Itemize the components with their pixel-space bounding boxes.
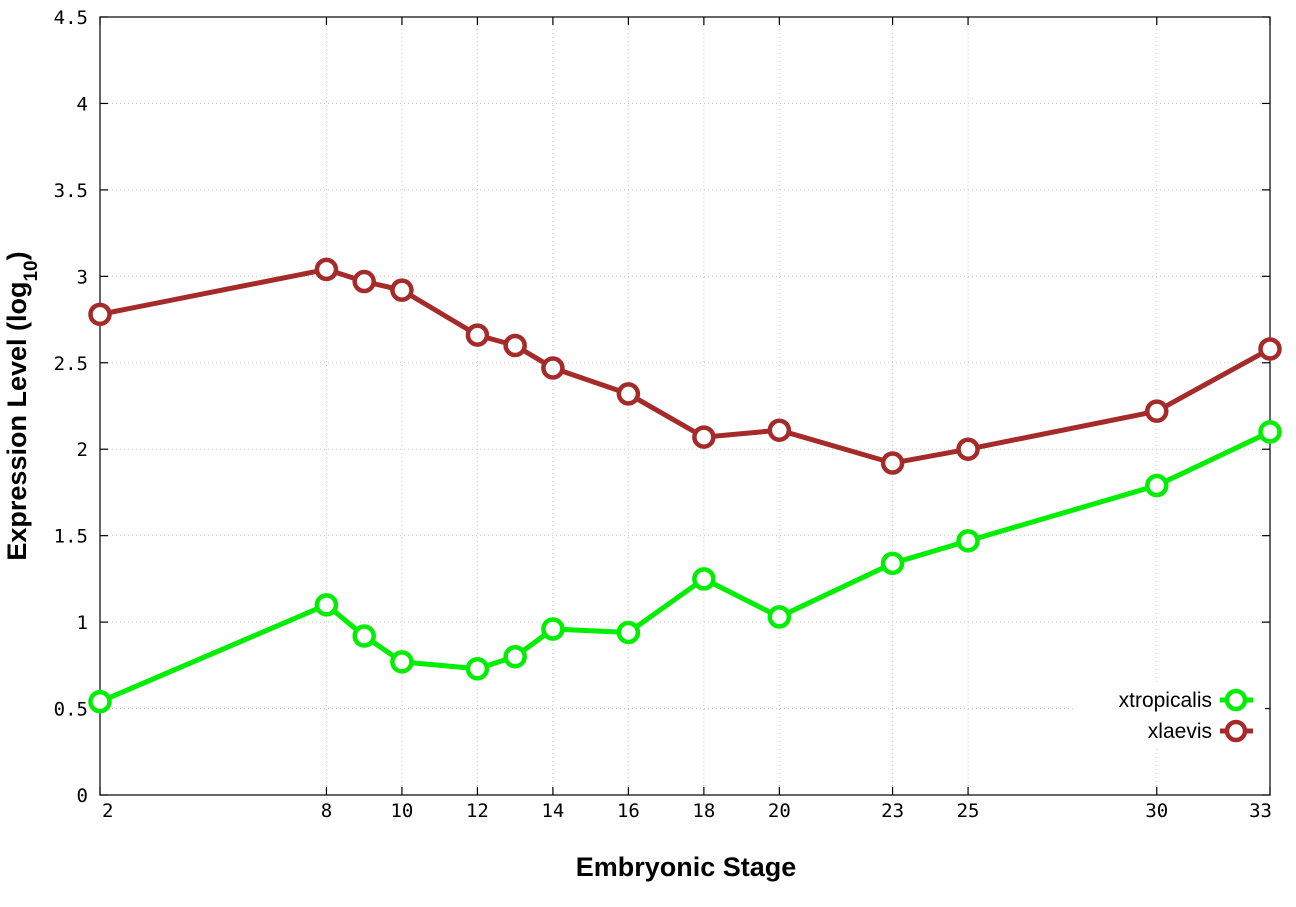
y-tick-label: 2 <box>77 439 88 461</box>
data-point-xlaevis <box>692 425 716 449</box>
y-axis-title-close: ) <box>2 251 32 260</box>
legend-entry-xlaevis: xlaevis <box>1148 719 1253 743</box>
y-tick-label: 3 <box>77 266 88 288</box>
x-tick-label: 2 <box>102 800 113 822</box>
y-axis-title-subscript: 10 <box>21 260 42 281</box>
y-tick-label: 3.5 <box>54 180 88 202</box>
legend-marker-xtropicalis <box>1224 688 1248 712</box>
legend: xtropicalis xlaevis <box>1075 682 1265 748</box>
x-tick-label: 10 <box>390 800 413 822</box>
y-tick-label: 4.5 <box>54 7 88 29</box>
y-tick-label: 0 <box>77 785 88 807</box>
y-tick-label: 1 <box>77 612 88 634</box>
data-point-xlaevis <box>314 257 339 282</box>
data-point-xtropicalis <box>503 644 527 669</box>
y-axis-title: Expression Level (log10) <box>2 251 42 560</box>
y-tick-label: 1.5 <box>54 526 88 548</box>
series-xlaevis <box>88 257 1282 475</box>
series-xtropicalis <box>88 420 1282 714</box>
x-tick-label: 18 <box>692 800 715 822</box>
data-point-xlaevis <box>390 278 414 302</box>
data-point-xtropicalis <box>352 624 376 648</box>
data-point-xlaevis <box>1145 399 1169 423</box>
data-point-xlaevis <box>465 323 490 347</box>
legend-label-xtropicalis: xtropicalis <box>1119 689 1212 712</box>
data-point-xtropicalis <box>956 529 980 553</box>
x-tick-label: 30 <box>1145 800 1168 822</box>
y-axis-title-main: Expression Level (log <box>2 282 32 561</box>
x-tick-label: 12 <box>466 800 489 822</box>
data-point-xtropicalis <box>1258 420 1282 444</box>
x-tick-label: 8 <box>321 800 332 822</box>
plot-frame <box>99 16 1271 796</box>
x-tick-label: 14 <box>541 800 564 822</box>
legend-marker-xlaevis <box>1224 719 1248 743</box>
x-tick-label: 20 <box>768 800 791 822</box>
data-point-xtropicalis <box>767 605 792 629</box>
y-tick-label: 4 <box>77 93 88 115</box>
data-point-xlaevis <box>541 356 565 380</box>
x-tick-label: 25 <box>957 800 980 822</box>
data-point-xlaevis <box>88 302 112 327</box>
x-tick-label: 23 <box>881 800 904 822</box>
data-point-xlaevis <box>616 382 641 406</box>
x-tick-label: 33 <box>1249 800 1272 822</box>
data-point-xtropicalis <box>1145 473 1169 498</box>
data-point-xlaevis <box>767 418 792 442</box>
x-axis-title: Embryonic Stage <box>576 852 797 882</box>
y-tick-label: 2.5 <box>54 353 88 375</box>
data-point-xtropicalis <box>692 567 716 591</box>
data-point-xlaevis <box>956 437 980 461</box>
data-point-xtropicalis <box>541 617 565 641</box>
data-point-xlaevis <box>503 333 527 358</box>
series-layer <box>88 257 1282 714</box>
data-point-xlaevis <box>352 269 376 294</box>
data-point-xlaevis <box>880 451 905 475</box>
data-point-xtropicalis <box>390 650 414 674</box>
x-tick-label: 16 <box>617 800 640 822</box>
data-point-xtropicalis <box>314 593 339 617</box>
data-point-xlaevis <box>1258 337 1282 361</box>
data-point-xtropicalis <box>465 657 490 681</box>
data-point-xtropicalis <box>616 620 641 645</box>
legend-label-xlaevis: xlaevis <box>1148 720 1212 743</box>
y-tick-label: 0.5 <box>54 699 88 721</box>
legend-entry-xtropicalis: xtropicalis <box>1119 688 1253 712</box>
data-point-xtropicalis <box>880 551 905 576</box>
data-point-xtropicalis <box>88 689 112 714</box>
axis-ticks: 0 0.5 1 1.5 2 2.5 3 3.5 4 4.5 2 8 10 12 14 16 18 20 23 25 30… <box>54 7 1272 822</box>
